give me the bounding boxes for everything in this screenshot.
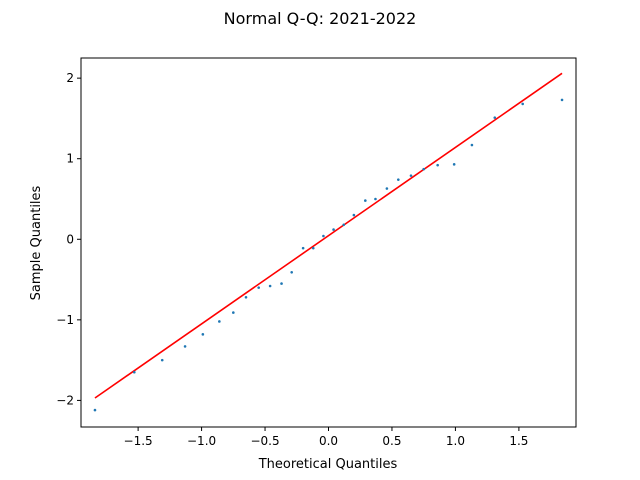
data-point bbox=[311, 246, 315, 250]
x-tick-label: 0.5 bbox=[382, 434, 401, 448]
y-tick-label: 0 bbox=[66, 232, 74, 246]
data-point bbox=[133, 370, 136, 374]
x-tick-label: 0.0 bbox=[319, 434, 338, 448]
data-point bbox=[160, 358, 164, 362]
data-point bbox=[352, 213, 356, 217]
data-point bbox=[244, 295, 248, 299]
x-tick-label: 1.5 bbox=[509, 434, 528, 448]
x-tick-label: −0.5 bbox=[250, 434, 279, 448]
data-point bbox=[397, 178, 400, 181]
x-axis: −1.5 −1.0 −0.5 0.0 0.5 1.0 1.5 bbox=[124, 427, 528, 448]
data-point bbox=[201, 333, 205, 336]
data-point bbox=[422, 167, 425, 171]
data-point bbox=[257, 286, 260, 289]
y-tick-label: −1 bbox=[56, 313, 74, 327]
y-axis-label: Sample Quantiles bbox=[29, 185, 44, 300]
data-point bbox=[374, 197, 377, 201]
reference-line bbox=[94, 72, 563, 399]
x-tick-label: 1.0 bbox=[446, 434, 465, 448]
y-tick-label: 1 bbox=[66, 152, 74, 166]
data-point bbox=[332, 228, 335, 231]
y-axis: −2 −1 0 1 2 bbox=[56, 71, 81, 407]
x-tick-label: −1.0 bbox=[187, 434, 216, 448]
data-point bbox=[342, 223, 346, 227]
data-point bbox=[232, 311, 235, 314]
data-point bbox=[364, 199, 367, 202]
data-point bbox=[385, 187, 389, 190]
x-tick-label: −1.5 bbox=[124, 434, 153, 448]
data-point bbox=[560, 98, 564, 102]
data-point bbox=[268, 284, 272, 288]
data-point bbox=[493, 116, 497, 119]
data-point bbox=[290, 271, 293, 274]
data-point bbox=[470, 143, 474, 147]
data-point bbox=[322, 234, 325, 238]
data-point bbox=[93, 408, 97, 412]
data-point bbox=[301, 246, 305, 250]
data-point bbox=[280, 282, 283, 285]
data-point bbox=[521, 102, 524, 106]
data-point bbox=[183, 345, 187, 348]
x-axis-label: Theoretical Quantiles bbox=[258, 457, 398, 472]
chart-title: Normal Q-Q: 2021-2022 bbox=[224, 9, 417, 28]
plot-area bbox=[93, 72, 564, 412]
data-point bbox=[218, 320, 221, 323]
data-point bbox=[409, 174, 413, 177]
y-tick-label: −2 bbox=[56, 393, 74, 407]
data-point bbox=[436, 163, 439, 167]
data-point bbox=[452, 163, 456, 166]
y-tick-label: 2 bbox=[66, 71, 74, 85]
